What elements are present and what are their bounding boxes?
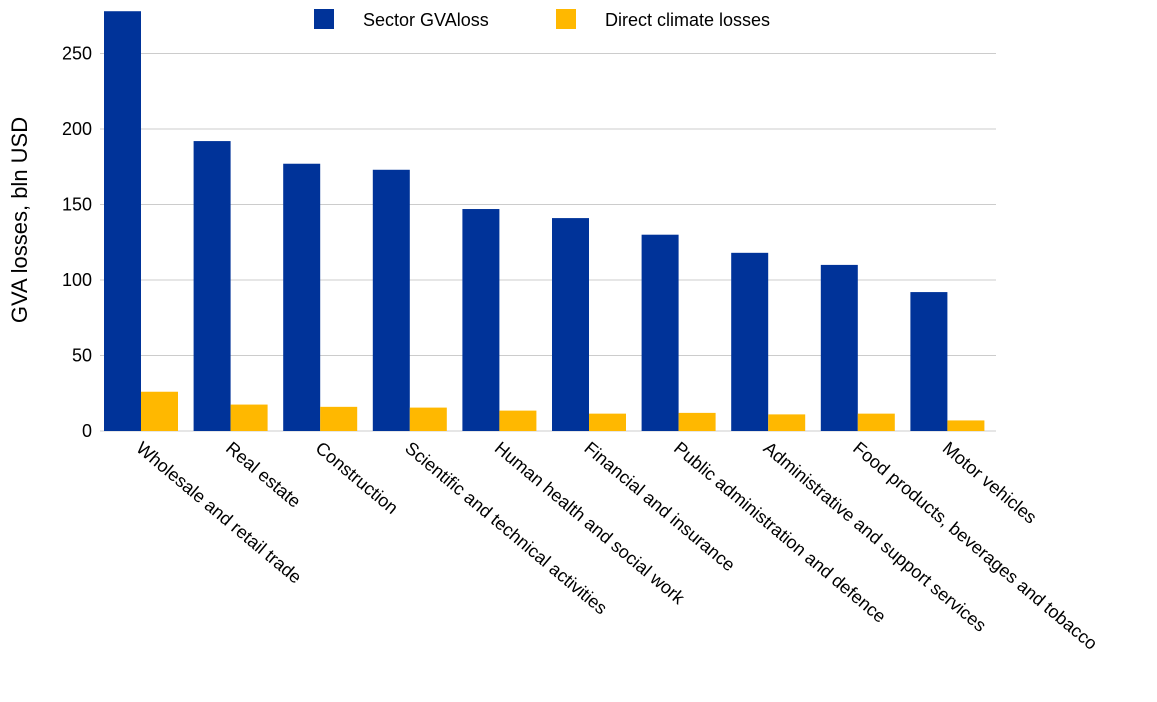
x-tick-label: Real estate <box>222 438 305 512</box>
bar-sector-gva-loss <box>372 169 410 431</box>
bar-direct-climate-losses <box>320 406 358 431</box>
bar-direct-climate-losses <box>499 410 537 431</box>
bar-sector-gva-loss <box>283 163 321 432</box>
y-tick-label: 150 <box>62 195 92 215</box>
legend-label-sector-gva-loss: Sector GVAloss <box>363 10 489 30</box>
bar-direct-climate-losses <box>409 407 447 431</box>
bar-direct-climate-losses <box>230 404 268 431</box>
legend-label-direct-climate-losses: Direct climate losses <box>605 10 770 30</box>
bar-sector-gva-loss <box>641 234 679 431</box>
legend: Sector GVAloss Direct climate losses <box>314 9 770 30</box>
x-tick-label: Wholesale and retail trade <box>132 438 305 588</box>
x-tick-label: Financial and insurance <box>580 438 738 576</box>
x-tick-label: Human health and social work <box>491 438 689 609</box>
bar-direct-climate-losses <box>857 413 895 431</box>
bar-direct-climate-losses <box>589 413 626 431</box>
y-axis-title: GVA losses, bln USD <box>7 117 32 323</box>
bar-sector-gva-loss <box>104 11 141 431</box>
bar-sector-gva-loss <box>910 292 948 431</box>
y-tick-label: 50 <box>72 346 92 366</box>
x-tick-label: Construction <box>312 438 402 518</box>
bar-sector-gva-loss <box>552 218 589 431</box>
legend-swatch-direct-climate-losses <box>556 9 576 29</box>
y-tick-label: 250 <box>62 44 92 64</box>
bar-sector-gva-loss <box>193 141 231 431</box>
bar-sector-gva-loss <box>462 209 500 431</box>
bars <box>104 11 985 432</box>
bar-direct-climate-losses <box>947 420 985 431</box>
gridlines <box>100 53 996 432</box>
y-tick-label: 100 <box>62 270 92 290</box>
y-tick-label: 0 <box>82 421 92 441</box>
y-axis-ticks: 0 50 100 150 200 250 <box>62 44 92 442</box>
bar-direct-climate-losses <box>768 414 806 431</box>
bar-sector-gva-loss <box>820 264 858 431</box>
bar-direct-climate-losses <box>678 412 716 431</box>
legend-swatch-sector-gva-loss <box>314 9 334 29</box>
y-tick-label: 200 <box>62 119 92 139</box>
bar-direct-climate-losses <box>141 391 178 431</box>
bar-sector-gva-loss <box>731 252 769 431</box>
